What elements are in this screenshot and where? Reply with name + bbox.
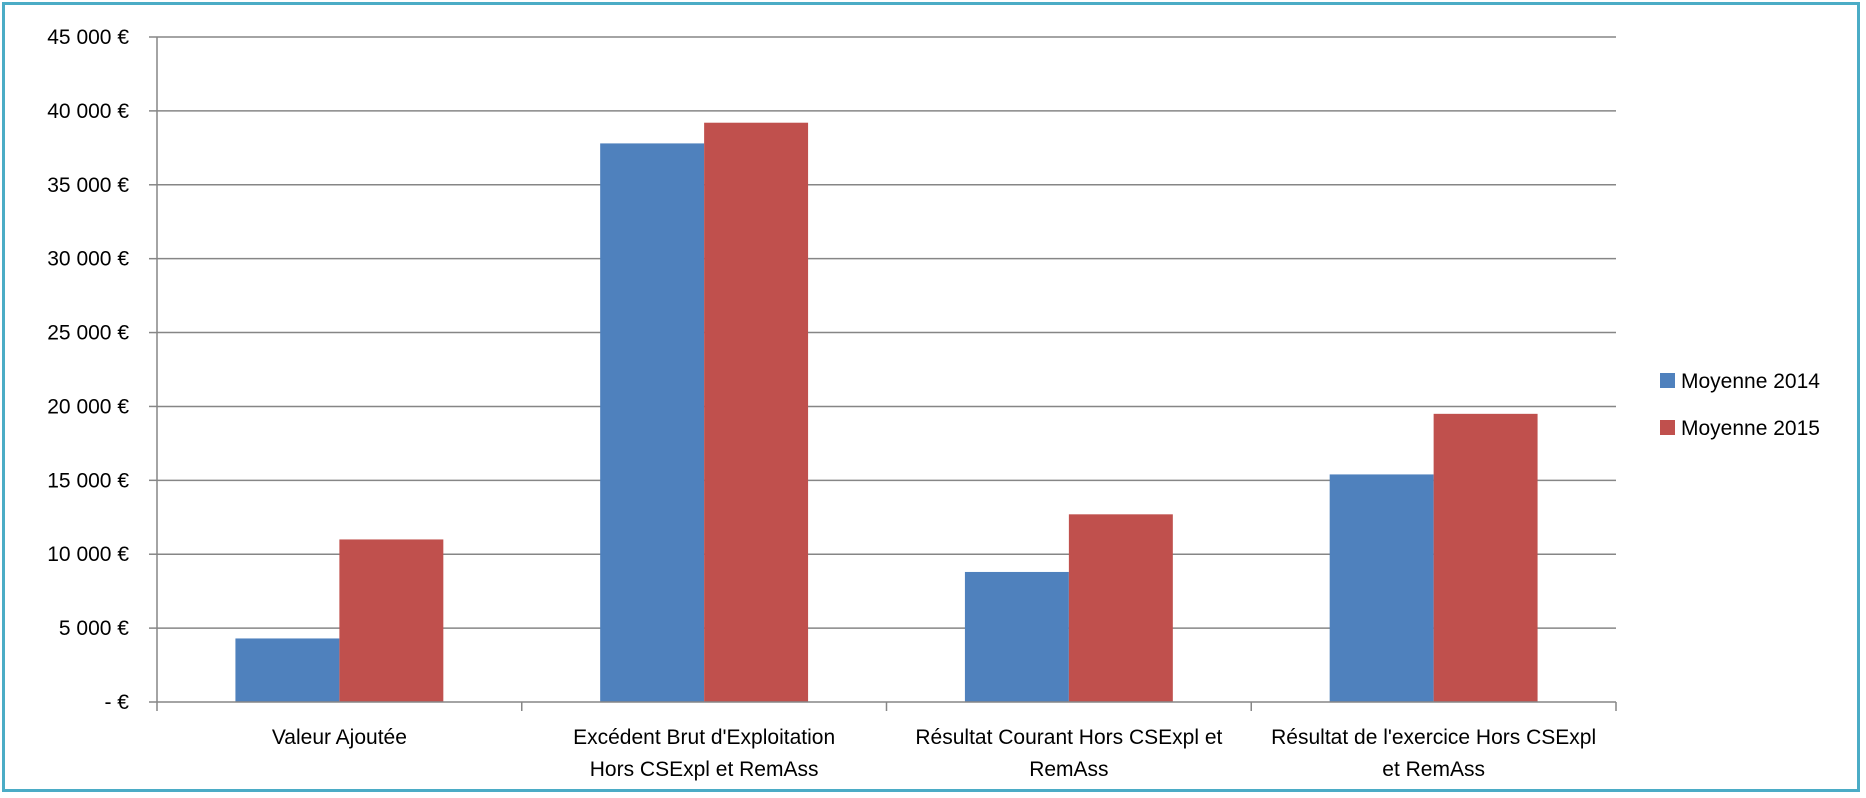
y-tick-label: 5 000 €: [59, 617, 129, 640]
y-tick-label: 35 000 €: [47, 174, 129, 197]
legend-swatch: [1660, 373, 1675, 388]
bar-moyenne-2015: [1433, 413, 1538, 702]
axes: [149, 36, 1617, 711]
bar-moyenne-2015: [1068, 514, 1173, 702]
legend-label: Moyenne 2014: [1681, 370, 1820, 393]
y-tick-label: 40 000 €: [47, 100, 129, 123]
y-tick-label: - €: [104, 691, 129, 714]
x-category-label: Valeur Ajoutée: [272, 726, 407, 749]
legend-swatch: [1660, 420, 1675, 435]
x-category-label: Hors CSExpl et RemAss: [590, 758, 819, 781]
y-tick-label: 45 000 €: [47, 26, 129, 49]
y-tick-label: 30 000 €: [47, 248, 129, 271]
x-category-label: Excédent Brut d'Exploitation: [573, 726, 835, 749]
y-tick-label: 15 000 €: [47, 469, 129, 492]
bar-moyenne-2014: [600, 143, 705, 702]
x-category-label: Résultat Courant Hors CSExpl et: [915, 726, 1222, 749]
legend: Moyenne 2014 Moyenne 2015: [1660, 370, 1820, 440]
x-category-label: et RemAss: [1382, 758, 1485, 781]
y-tick-label: 10 000 €: [47, 543, 129, 566]
y-tick-label: 25 000 €: [47, 322, 129, 345]
x-axis-category-labels: Valeur Ajoutée Excédent Brut d'Exploitati…: [272, 726, 1596, 781]
bar-moyenne-2014: [1329, 474, 1434, 702]
bars: [235, 122, 1538, 702]
bar-moyenne-2014: [235, 638, 340, 702]
bar-moyenne-2015: [339, 539, 444, 702]
y-axis-tick-labels: - € 5 000 € 10 000 € 15 000 € 20 000 € 25 000…: [47, 26, 129, 714]
bar-moyenne-2015: [704, 122, 809, 702]
x-category-label: RemAss: [1029, 758, 1108, 781]
legend-label: Moyenne 2015: [1681, 417, 1820, 440]
bar-moyenne-2014: [964, 571, 1069, 702]
x-category-label: Résultat de l'exercice Hors CSExpl: [1271, 726, 1596, 749]
y-tick-label: 20 000 €: [47, 395, 129, 418]
